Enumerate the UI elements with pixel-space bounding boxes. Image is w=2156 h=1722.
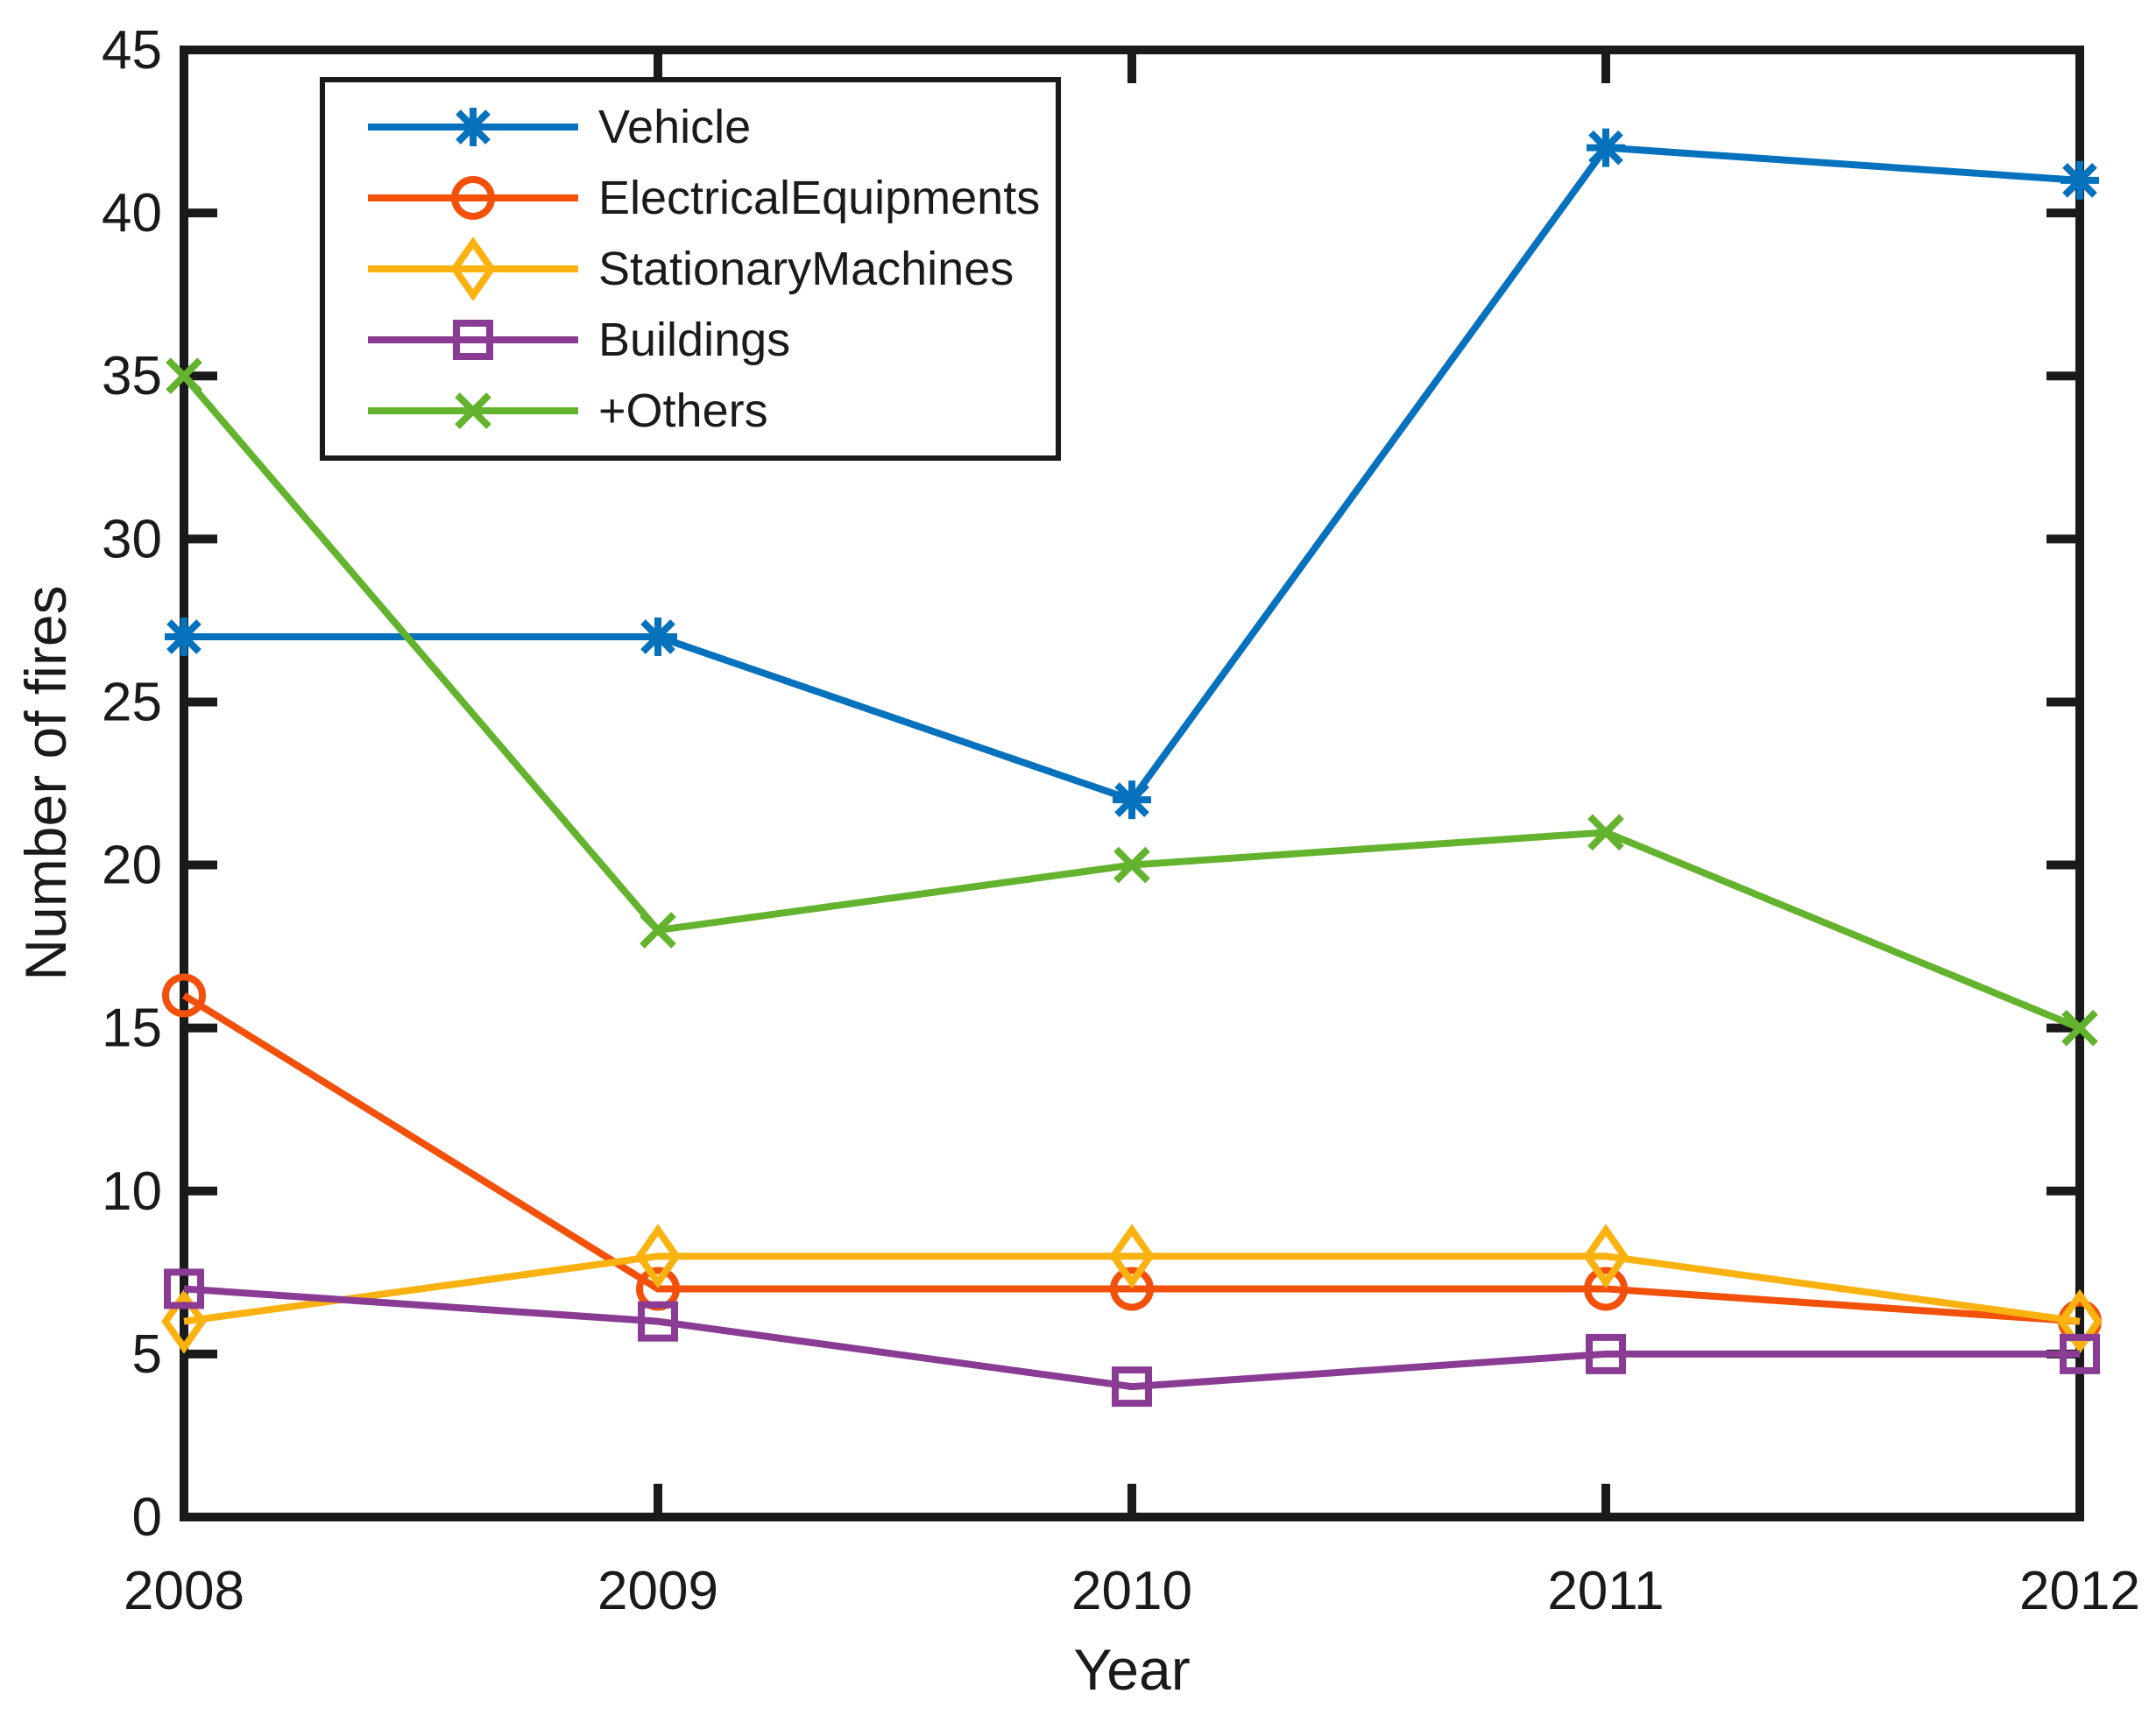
- marker-stroke: [166, 619, 201, 654]
- marker-stroke: [456, 109, 491, 145]
- legend-label: +Others: [598, 385, 768, 437]
- y-tick-label: 0: [132, 1487, 162, 1548]
- x-axis-label: Year: [1073, 1637, 1191, 1702]
- legend: Vehicle ElectricalEquipments StationaryMac…: [320, 77, 1061, 461]
- marker-stroke: [166, 357, 202, 395]
- marker-stroke: [1583, 1224, 1629, 1289]
- series-line-electricalequipments: [181, 992, 2081, 1325]
- legend-label: ElectricalEquipments: [598, 172, 1041, 224]
- y-tick-label: 10: [102, 1161, 162, 1222]
- legend-item-vehicle: Vehicle: [364, 95, 1047, 159]
- marker-diamond: [635, 1224, 681, 1289]
- marker-stroke: [1584, 1267, 1628, 1311]
- marker-square: [1112, 1366, 1152, 1408]
- marker-stroke: [2061, 1009, 2098, 1047]
- marker-stroke: [2060, 1333, 2100, 1374]
- y-tick-label: 5: [132, 1324, 162, 1385]
- legend-sample-circle-icon: [368, 176, 578, 220]
- legend-item-stationarymachines: StationaryMachines: [364, 237, 1047, 300]
- y-tick-label: 30: [102, 509, 162, 569]
- legend-item-electricalequipments: ElectricalEquipments: [364, 166, 1047, 229]
- x-tick-label: 2009: [597, 1561, 718, 1621]
- marker-x: [1587, 814, 1624, 851]
- marker-stroke: [162, 973, 206, 1018]
- marker-stroke: [1587, 814, 1624, 851]
- marker-x: [2061, 1009, 2098, 1047]
- marker-diamond: [1109, 1224, 1155, 1289]
- marker-stroke: [451, 176, 495, 220]
- y-tick-label: 15: [102, 999, 162, 1059]
- marker-diamond: [2057, 1288, 2103, 1354]
- marker-stroke: [2057, 1288, 2103, 1354]
- marker-diamond: [450, 237, 496, 300]
- marker-square: [1586, 1333, 1626, 1374]
- marker-square: [164, 1268, 204, 1309]
- marker-square: [2060, 1333, 2100, 1374]
- marker-x: [640, 912, 676, 949]
- legend-sample-diamond-icon: [368, 237, 578, 300]
- marker-x: [1113, 846, 1150, 884]
- series-line-buildings: [183, 1285, 2080, 1391]
- marker-circle: [162, 973, 206, 1018]
- marker-stroke: [1109, 1224, 1155, 1289]
- marker-circle: [1584, 1267, 1628, 1311]
- marker-asterisk: [1587, 128, 1625, 167]
- marker-asterisk: [165, 618, 203, 656]
- marker-stroke: [1586, 1333, 1626, 1374]
- legend-sample-asterisk-icon: [368, 108, 578, 146]
- marker-x: [166, 357, 202, 395]
- legend-label: Buildings: [598, 314, 791, 366]
- y-axis-label: Number of fires: [13, 585, 78, 981]
- marker-stroke: [450, 237, 496, 300]
- marker-stroke: [1113, 846, 1150, 884]
- x-tick-label: 2008: [124, 1561, 244, 1621]
- marker-stroke: [164, 1268, 204, 1309]
- marker-stroke: [455, 392, 491, 429]
- marker-stroke: [161, 1288, 207, 1354]
- marker-stroke: [635, 1224, 681, 1289]
- legend-sample-square-icon: [368, 320, 578, 360]
- marker-square: [453, 320, 493, 360]
- marker-stroke: [1110, 1267, 1154, 1311]
- marker-circle: [451, 176, 495, 220]
- x-tick-label: 2010: [1071, 1561, 1192, 1621]
- marker-diamond: [1583, 1224, 1629, 1289]
- marker-stroke: [640, 619, 675, 654]
- marker-asterisk: [639, 618, 677, 656]
- y-tick-label: 35: [102, 346, 162, 406]
- marker-asterisk: [1113, 780, 1151, 820]
- legend-item-buildings: Buildings: [364, 308, 1047, 371]
- marker-square: [638, 1301, 678, 1342]
- y-tick-label: 25: [102, 672, 162, 732]
- marker-asterisk: [454, 108, 492, 146]
- marker-stroke: [453, 320, 493, 360]
- legend-sample-x-icon: [368, 392, 578, 429]
- series-line-stationarymachines: [183, 1253, 2081, 1325]
- marker-asterisk: [2061, 160, 2099, 200]
- marker-stroke: [640, 912, 676, 949]
- legend-label: Vehicle: [598, 101, 752, 153]
- marker-stroke: [1114, 782, 1149, 817]
- y-tick-label: 40: [102, 183, 162, 243]
- marker-stroke: [1588, 130, 1623, 166]
- legend-item-+others: +Others: [364, 379, 1047, 442]
- marker-stroke: [1112, 1366, 1152, 1408]
- marker-diamond: [161, 1288, 207, 1354]
- x-tick-label: 2011: [1547, 1561, 1664, 1621]
- x-tick-label: 2012: [2019, 1561, 2140, 1621]
- marker-stroke: [638, 1301, 678, 1342]
- legend-label: StationaryMachines: [598, 243, 1014, 295]
- marker-stroke: [2062, 163, 2097, 198]
- series-line-+others: [180, 373, 2082, 1032]
- marker-circle: [1110, 1267, 1154, 1311]
- y-tick-label: 45: [102, 20, 162, 81]
- y-tick-label: 20: [102, 836, 162, 896]
- marker-x: [455, 392, 491, 429]
